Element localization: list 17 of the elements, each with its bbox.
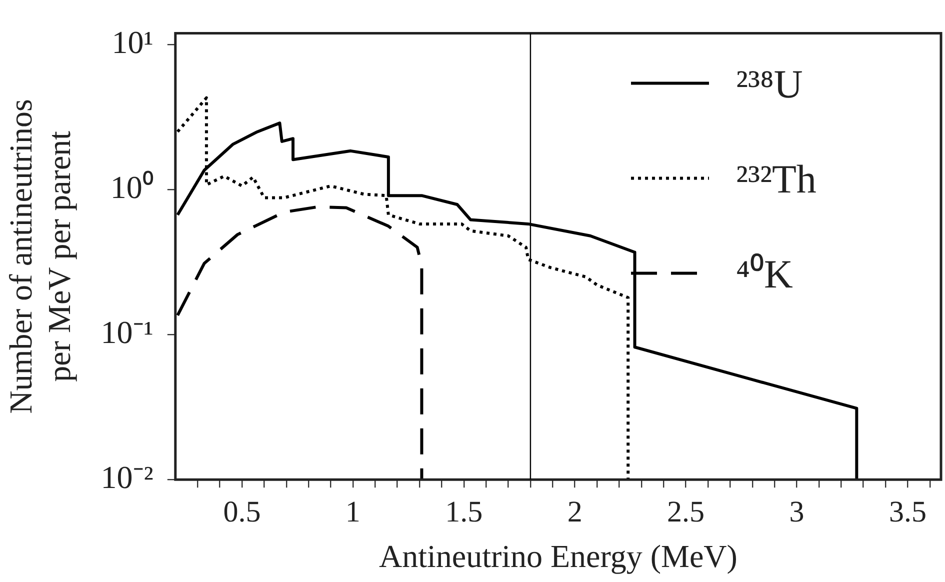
legend-label: ²³²Th [736, 156, 816, 202]
x-axis-title: Antineutrino Energy (MeV) [378, 538, 738, 574]
line-series [176, 205, 424, 480]
x-tick-label: 1.5 [445, 495, 483, 528]
y-tick-label: 10⁰ [110, 169, 154, 206]
y-tick-label: 10⁻¹ [100, 314, 154, 350]
x-tick-label: 1 [345, 495, 360, 528]
x-tick-label: 2 [567, 495, 582, 528]
legend-label: ²³⁸U [736, 62, 803, 107]
y-tick-label: 10⁻² [100, 459, 154, 496]
y-axis-title: Number of antineutrinos per MeV per parent [2, 99, 78, 414]
legend-label: ⁴⁰K [736, 252, 793, 297]
x-tick-label: 3.5 [888, 495, 926, 528]
y-tick-label: 10¹ [112, 24, 154, 60]
x-tick-label: 3 [789, 495, 804, 528]
x-tick-label: 2.5 [667, 495, 705, 528]
x-tick-label: 0.5 [223, 495, 261, 528]
